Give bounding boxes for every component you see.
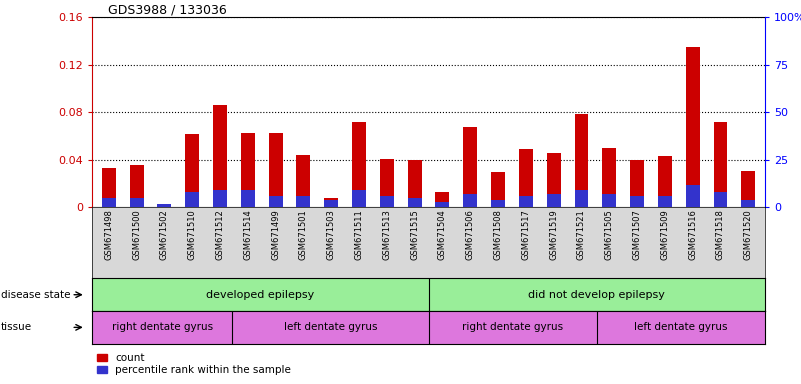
Text: GSM671502: GSM671502 [160,210,169,260]
Bar [213,105,227,207]
Bar [658,156,672,207]
Bar [185,134,199,207]
Bar [574,114,589,207]
Bar [714,122,727,207]
Text: GSM671514: GSM671514 [244,210,252,260]
Bar [213,190,227,207]
Bar [268,132,283,207]
Text: GSM671510: GSM671510 [187,210,197,260]
Text: GSM671520: GSM671520 [744,210,753,260]
Bar [130,165,143,207]
Text: GSM671516: GSM671516 [688,210,697,260]
Text: GSM671503: GSM671503 [327,210,336,260]
Text: GSM671519: GSM671519 [549,210,558,260]
Bar [324,198,338,207]
Text: GSM671508: GSM671508 [493,210,502,260]
Text: disease state: disease state [1,290,70,300]
Bar [380,159,394,207]
Legend: count, percentile rank within the sample: count, percentile rank within the sample [98,353,291,375]
Text: did not develop epilepsy: did not develop epilepsy [529,290,665,300]
Text: GSM671515: GSM671515 [410,210,419,260]
Bar [714,192,727,207]
Text: GSM671509: GSM671509 [660,210,670,260]
Bar [574,190,589,207]
Bar [547,153,561,207]
Text: left dentate gyrus: left dentate gyrus [284,322,377,333]
Bar [436,202,449,207]
Bar [630,160,644,207]
Text: GDS3988 / 133036: GDS3988 / 133036 [108,4,227,17]
Bar [408,160,421,207]
Text: GSM671505: GSM671505 [605,210,614,260]
Bar [408,198,421,207]
Text: tissue: tissue [1,322,32,333]
Bar [102,168,116,207]
Text: left dentate gyrus: left dentate gyrus [634,322,727,333]
Bar [741,200,755,207]
Bar [491,172,505,207]
Bar [130,198,143,207]
Text: GSM671498: GSM671498 [104,210,113,260]
Bar [491,200,505,207]
Text: GSM671500: GSM671500 [132,210,141,260]
Bar [686,47,699,207]
Text: developed epilepsy: developed epilepsy [206,290,315,300]
Bar [185,192,199,207]
Text: right dentate gyrus: right dentate gyrus [111,322,213,333]
Text: GSM671511: GSM671511 [355,210,364,260]
Text: right dentate gyrus: right dentate gyrus [462,322,563,333]
Bar [296,155,310,207]
Bar [241,190,255,207]
Text: GSM671512: GSM671512 [215,210,224,260]
Bar [380,196,394,207]
Bar [296,196,310,207]
Text: GSM671504: GSM671504 [438,210,447,260]
Bar [436,192,449,207]
Bar [158,205,171,207]
Text: GSM671513: GSM671513 [382,210,392,260]
Bar [352,190,366,207]
Bar [686,185,699,207]
Text: GSM671506: GSM671506 [465,210,475,260]
Text: GSM671501: GSM671501 [299,210,308,260]
Bar [519,196,533,207]
Bar [463,127,477,207]
Text: GSM671499: GSM671499 [271,210,280,260]
Text: GSM671521: GSM671521 [577,210,586,260]
Bar [352,122,366,207]
Bar [241,132,255,207]
Bar [547,194,561,207]
Bar [741,170,755,207]
Bar [324,200,338,207]
Bar [602,194,616,207]
Bar [268,196,283,207]
Bar [519,149,533,207]
Bar [658,196,672,207]
Bar [602,148,616,207]
Bar [158,204,171,207]
Bar [463,194,477,207]
Text: GSM671518: GSM671518 [716,210,725,260]
Bar [630,196,644,207]
Text: GSM671507: GSM671507 [633,210,642,260]
Bar [102,198,116,207]
Text: GSM671517: GSM671517 [521,210,530,260]
